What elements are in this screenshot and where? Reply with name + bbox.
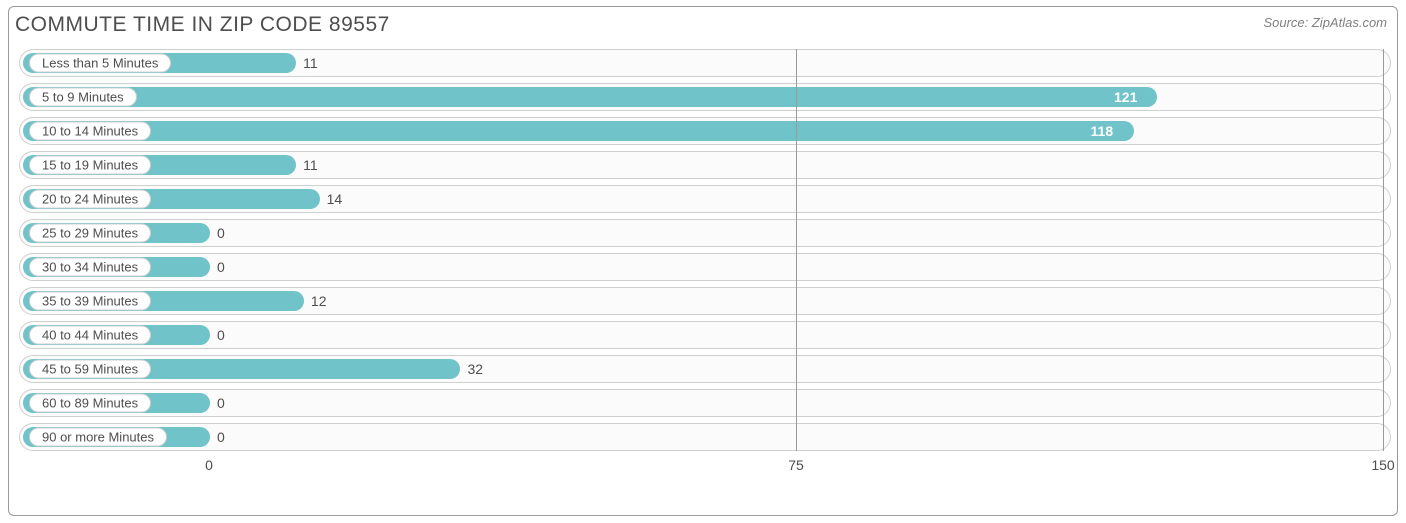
bar-row: 15 to 19 Minutes 11 — [19, 151, 1391, 179]
bar-label-pill: 10 to 14 Minutes — [29, 122, 151, 141]
bar-value: 0 — [217, 429, 225, 445]
x-tick-label: 150 — [1371, 457, 1394, 473]
bar-value: 0 — [217, 259, 225, 275]
bar-label-pill: 35 to 39 Minutes — [29, 292, 151, 311]
bar-row: 25 to 29 Minutes 0 — [19, 219, 1391, 247]
bar-value: 32 — [467, 361, 483, 377]
bar-value: 121 — [1114, 89, 1137, 105]
plot-area: Less than 5 Minutes115 to 9 Minutes12110… — [19, 49, 1391, 509]
source-label: Source: ZipAtlas.com — [1263, 15, 1387, 30]
bar-row: 35 to 39 Minutes 12 — [19, 287, 1391, 315]
bar-label-pill: 5 to 9 Minutes — [29, 88, 137, 107]
bar-label-pill: 15 to 19 Minutes — [29, 156, 151, 175]
bar-row: 60 to 89 Minutes 0 — [19, 389, 1391, 417]
bar-value: 0 — [217, 225, 225, 241]
gridline — [796, 49, 797, 451]
bar-label-pill: 30 to 34 Minutes — [29, 258, 151, 277]
chart-title: COMMUTE TIME IN ZIP CODE 89557 — [15, 13, 390, 37]
bar-row: 20 to 24 Minutes 14 — [19, 185, 1391, 213]
bar-row: 5 to 9 Minutes 121 — [19, 83, 1391, 111]
gridline — [1383, 49, 1384, 451]
bar-value: 11 — [303, 157, 318, 173]
bar-value: 0 — [217, 395, 225, 411]
bar-label-pill: 90 or more Minutes — [29, 428, 167, 447]
bar-label-pill: Less than 5 Minutes — [29, 54, 171, 73]
bar-label-pill: 25 to 29 Minutes — [29, 224, 151, 243]
bar-row: Less than 5 Minutes 11 — [19, 49, 1391, 77]
bar-label-pill: 40 to 44 Minutes — [29, 326, 151, 345]
bar-row: 40 to 44 Minutes 0 — [19, 321, 1391, 349]
x-tick-label: 0 — [205, 457, 213, 473]
bar — [23, 87, 1157, 107]
bar-label-pill: 60 to 89 Minutes — [29, 394, 151, 413]
bar-row: 30 to 34 Minutes 0 — [19, 253, 1391, 281]
bar-row: 45 to 59 Minutes 32 — [19, 355, 1391, 383]
chart-container: COMMUTE TIME IN ZIP CODE 89557 Source: Z… — [8, 6, 1398, 516]
rows-group: Less than 5 Minutes115 to 9 Minutes12110… — [19, 49, 1391, 451]
x-tick-label: 75 — [788, 457, 804, 473]
bar-row: 10 to 14 Minutes 118 — [19, 117, 1391, 145]
bar-value: 0 — [217, 327, 225, 343]
bar-value: 14 — [327, 191, 343, 207]
bar-value: 118 — [1091, 123, 1114, 139]
bar-value: 11 — [303, 55, 318, 71]
bar-label-pill: 20 to 24 Minutes — [29, 190, 151, 209]
bar-label-pill: 45 to 59 Minutes — [29, 360, 151, 379]
bar-row: 90 or more Minutes 0 — [19, 423, 1391, 451]
bar-value: 12 — [311, 293, 327, 309]
bar — [23, 121, 1134, 141]
